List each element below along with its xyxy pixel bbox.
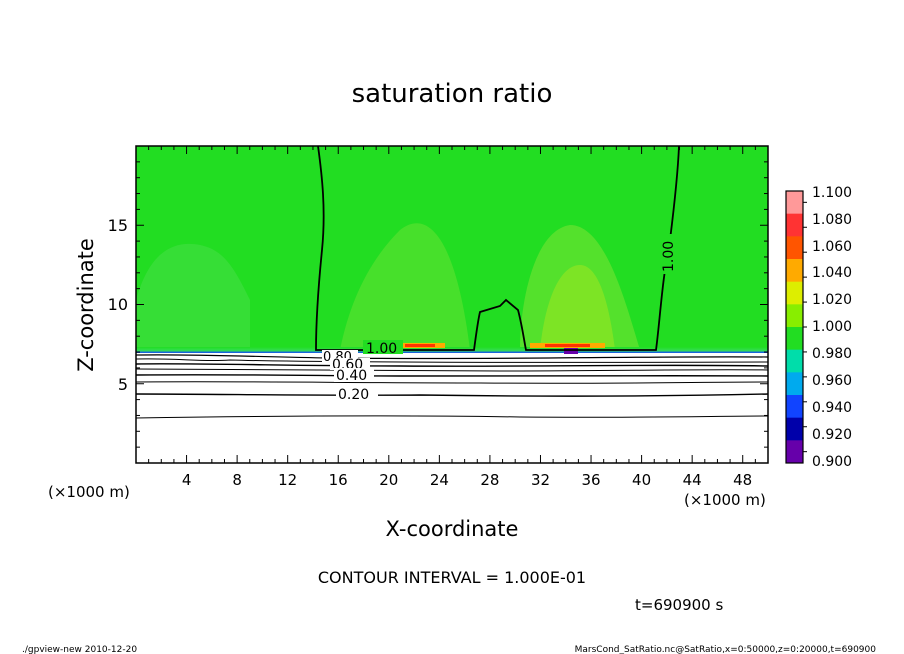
colorbar-swatch: [786, 440, 803, 464]
contour-label-bg-3: [330, 358, 370, 370]
colorbar-swatch: [786, 417, 803, 441]
x-tick-label: 4: [182, 471, 192, 489]
contour-label-0.40: 0.40: [336, 368, 367, 384]
x-tick-labels: 4 8 12 16 20 24 28 32 36 40 44 48: [182, 471, 752, 489]
x-axis-label: X-coordinate: [386, 517, 519, 541]
x-tick-label: 20: [379, 471, 398, 489]
y-tick-label: 5: [118, 375, 128, 394]
contour-0.60: [135, 363, 769, 367]
colorbar-labels: 1.100 1.080 1.060 1.040 1.020 1.000 0.98…: [812, 185, 852, 470]
colorbar-tick-label: 0.900: [812, 454, 852, 470]
lighter-field-region-mid: [340, 223, 470, 350]
x-tick-label: 28: [480, 471, 499, 489]
x-tick-label: 24: [430, 471, 449, 489]
colorbar-swatch: [786, 281, 803, 305]
colorbar-swatch: [786, 191, 803, 215]
lighter-field-region-left: [136, 243, 250, 350]
footer-right: MarsCond_SatRatio.nc@SatRatio,x=0:50000,…: [575, 645, 877, 654]
colorbar-tick-label: 1.100: [812, 185, 852, 201]
colorbar-tick-label: 0.940: [812, 400, 852, 416]
time-caption: t=690900 s: [635, 596, 723, 614]
contour-interval-caption: CONTOUR INTERVAL = 1.000E-01: [318, 568, 586, 587]
colorbar-swatch: [786, 236, 803, 260]
colorbar-swatch: [786, 395, 803, 419]
contour-0.80: [135, 354, 769, 360]
x-tick-label: 32: [531, 471, 550, 489]
plot-area: 1.00 0.80 0.60 0.40 0.20 1.00: [135, 145, 769, 464]
colorbar-swatch: [786, 327, 803, 351]
contour-label-1.00-right: 1.00: [661, 241, 677, 272]
x-tick-label: 48: [733, 471, 752, 489]
colorbar-tick-label: 1.020: [812, 292, 852, 308]
high-ratio-spot-left-core: [405, 344, 435, 347]
colorbar-tick-label: 1.060: [812, 239, 852, 255]
x-tick-label: 8: [232, 471, 242, 489]
contour-0.40: [135, 374, 769, 377]
contour-label-bg-1: [363, 340, 403, 354]
contour-label-0.20: 0.20: [338, 387, 369, 403]
low-ratio-spot: [564, 348, 578, 354]
colorbar-swatch: [786, 304, 803, 328]
colorbar-tick-label: 1.080: [812, 212, 852, 228]
y-axis-label: Z-coordinate: [74, 238, 98, 372]
colorbar-tick-label: 0.980: [812, 346, 852, 362]
colorbar: [785, 190, 807, 464]
axis-ticks: [135, 145, 769, 464]
y-tick-label: 15: [108, 216, 128, 235]
x-tick-label: 16: [329, 471, 348, 489]
subsaturated-field: [136, 352, 768, 463]
y-tick-label: 10: [108, 295, 128, 314]
contour-0.70: [135, 358, 769, 363]
x-tick-label: 44: [683, 471, 702, 489]
colorbar-tick-label: 1.000: [812, 319, 852, 335]
contour-label-bg-4: [334, 368, 374, 382]
colorbar-tick-label: 1.040: [812, 265, 852, 281]
colorbar-tick-label: 0.920: [812, 427, 852, 443]
contour-label-bg-5: [336, 387, 378, 401]
x-tick-label: 12: [278, 471, 297, 489]
x-tick-label: 36: [581, 471, 600, 489]
x-tick-label: 40: [632, 471, 651, 489]
colorbar-swatch: [786, 372, 803, 396]
colorbar-swatch: [786, 213, 803, 237]
colorbar-swatch: [786, 259, 803, 283]
contour-label-bg-6: [658, 234, 676, 274]
contour-0.30: [135, 381, 769, 384]
x-unit-label-right: (×1000 m): [684, 491, 766, 509]
colorbar-tick-label: 0.960: [812, 373, 852, 389]
lighter-field-region-core: [540, 265, 615, 350]
colorbar-swatch: [786, 349, 803, 373]
x-unit-label-left: (×1000 m): [48, 483, 130, 501]
chart-title: saturation ratio: [352, 79, 553, 109]
contour-0.10: [135, 415, 769, 419]
y-tick-labels: 5 10 15: [108, 216, 128, 394]
contour-label-1.00-bottom: 1.00: [366, 341, 397, 357]
high-ratio-spot-right-core: [545, 344, 590, 347]
contour-0.50: [135, 368, 769, 372]
contour-0.20: [135, 393, 769, 397]
footer-left: ./gpview-new 2010-12-20: [22, 645, 137, 654]
